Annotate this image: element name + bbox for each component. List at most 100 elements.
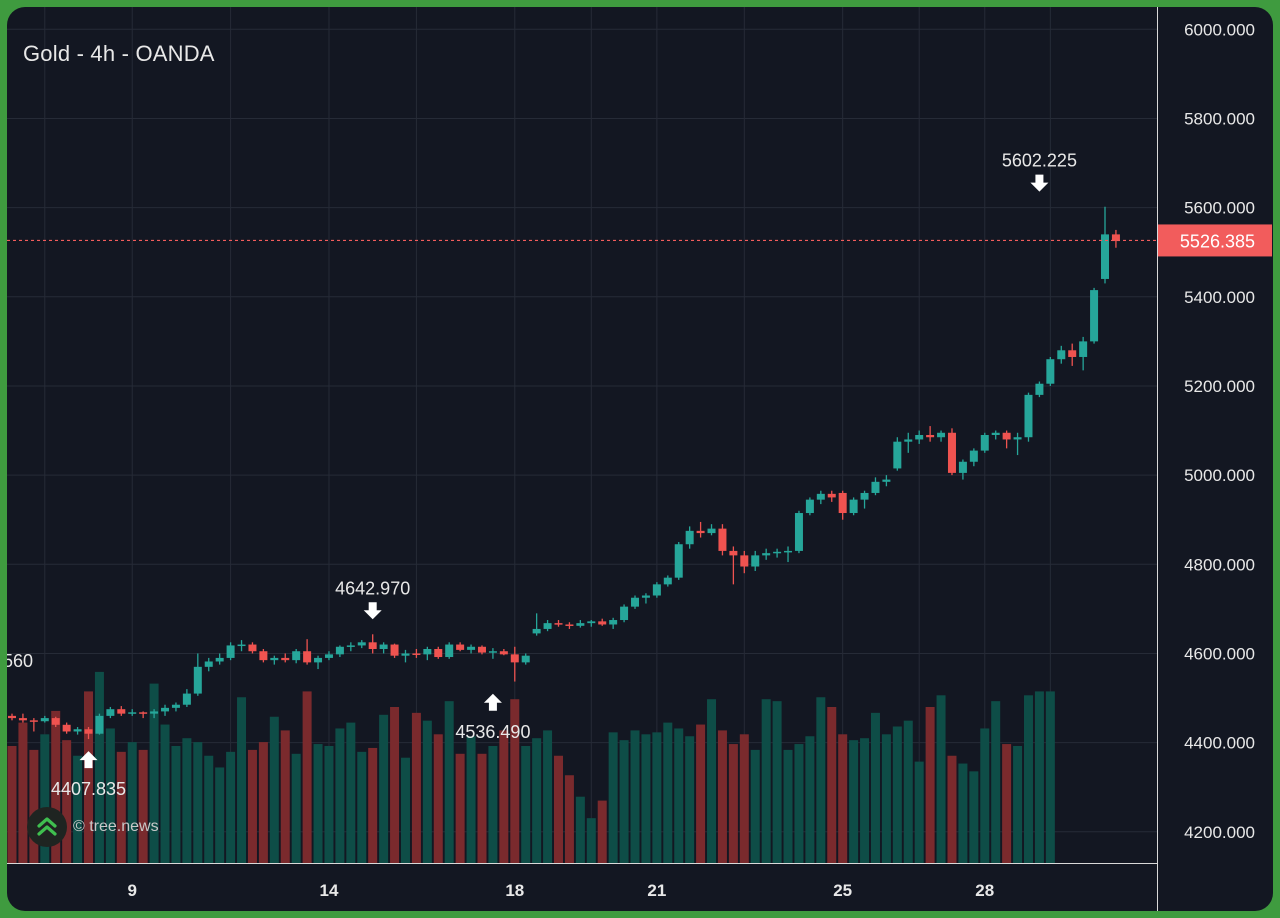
y-tick-label: 5200.000 [1184, 377, 1255, 396]
volume-bar [313, 744, 323, 863]
x-tick-label: 21 [647, 881, 666, 900]
candle-body [73, 729, 82, 732]
last-price-badge [1158, 224, 1272, 257]
volume-bar [302, 691, 312, 863]
volume-bar [750, 749, 760, 863]
volume-bar [291, 753, 301, 863]
volume-bar [947, 755, 957, 863]
candle-body [773, 551, 782, 554]
candle-body [554, 623, 563, 625]
candle-body [904, 439, 913, 442]
tree-news-logo [27, 807, 67, 847]
candle-body [707, 528, 716, 534]
volume-bar [1013, 746, 1023, 863]
candle-body [29, 720, 38, 722]
volume-bar [204, 755, 214, 863]
volume-bar [51, 710, 61, 863]
candle-body [543, 623, 552, 629]
candle-body [193, 666, 202, 694]
candle-body [412, 653, 421, 655]
volume-bar [1045, 691, 1055, 863]
annotation-label: 4536.490 [455, 722, 530, 742]
candle-body [663, 577, 672, 585]
candle-body [1057, 350, 1066, 360]
y-tick-label: 6000.000 [1184, 20, 1255, 39]
candle-body [827, 493, 836, 498]
candle-body [390, 644, 399, 656]
volume-bar [532, 738, 542, 863]
candle-body [958, 461, 967, 473]
candle-body [838, 492, 847, 514]
y-tick-label: 5400.000 [1184, 288, 1255, 307]
volume-bar [466, 736, 476, 863]
volume-bar [488, 746, 498, 863]
arrow-up-icon [79, 751, 98, 769]
volume-bar [368, 747, 378, 863]
volume-bar [258, 742, 268, 863]
candle-body [794, 513, 803, 551]
volume-bar [772, 701, 782, 863]
candle-body [871, 481, 880, 493]
volume-bar [641, 734, 651, 863]
volume-bar [816, 697, 826, 863]
volume-bar [411, 712, 421, 863]
candle-body [532, 628, 541, 634]
candle-body [488, 651, 497, 653]
candle-body [915, 435, 924, 440]
candlestick-chart[interactable]: 6000.000 5800.000 5600.000 5400.000 5200.000… [7, 7, 1273, 911]
candle-body [947, 432, 956, 473]
candle-body [139, 712, 148, 714]
candle-body [609, 620, 618, 625]
y-tick-label: 4200.000 [1184, 823, 1255, 842]
candle-body [499, 651, 508, 655]
candle-body [674, 544, 683, 578]
candle-body [718, 528, 727, 551]
volume-bar [739, 734, 749, 863]
candle-body [106, 709, 115, 716]
volume-bar [116, 751, 126, 863]
volume-bar [73, 755, 83, 863]
volume-bar [247, 749, 257, 863]
volume-bar [521, 746, 531, 863]
volume-bar [630, 730, 640, 863]
candle-body [849, 499, 858, 514]
volume-bar [171, 746, 181, 863]
candle-body [8, 715, 16, 719]
candle-body [95, 715, 104, 734]
left-cut-label: 560 [7, 651, 33, 671]
volume-bar [881, 734, 891, 863]
volume-bar [390, 707, 400, 863]
candle-body [587, 621, 596, 624]
candle-body [204, 661, 213, 667]
volume-bar [269, 716, 279, 863]
candle-body [368, 642, 377, 649]
candle-body [357, 642, 366, 646]
volume-bar [160, 724, 170, 863]
candle-body [467, 646, 476, 650]
candle-body [980, 435, 989, 451]
candle-body [1111, 234, 1120, 242]
volume-bar [510, 699, 520, 863]
volume-bar [455, 753, 465, 863]
candle-body [314, 657, 323, 663]
candle-body [445, 644, 454, 658]
volume-bar [94, 671, 104, 863]
volume-bar [379, 714, 389, 863]
x-tick-label: 9 [127, 881, 136, 900]
x-tick-label: 14 [320, 881, 339, 900]
volume-bar [575, 796, 585, 863]
volume-bar [728, 744, 738, 863]
volume-bar [84, 691, 94, 863]
candle-body [740, 555, 749, 567]
candle-body [303, 651, 312, 663]
volume-bar [29, 749, 39, 863]
candle-body [423, 649, 432, 655]
candle-body [1090, 290, 1099, 342]
volume-bar [805, 736, 815, 863]
volume-bar [357, 751, 367, 863]
volume-bar [1034, 691, 1044, 863]
volume-bar [980, 728, 990, 863]
volume-bar [696, 724, 706, 863]
candle-body [128, 712, 137, 714]
volume-bar [7, 746, 17, 863]
